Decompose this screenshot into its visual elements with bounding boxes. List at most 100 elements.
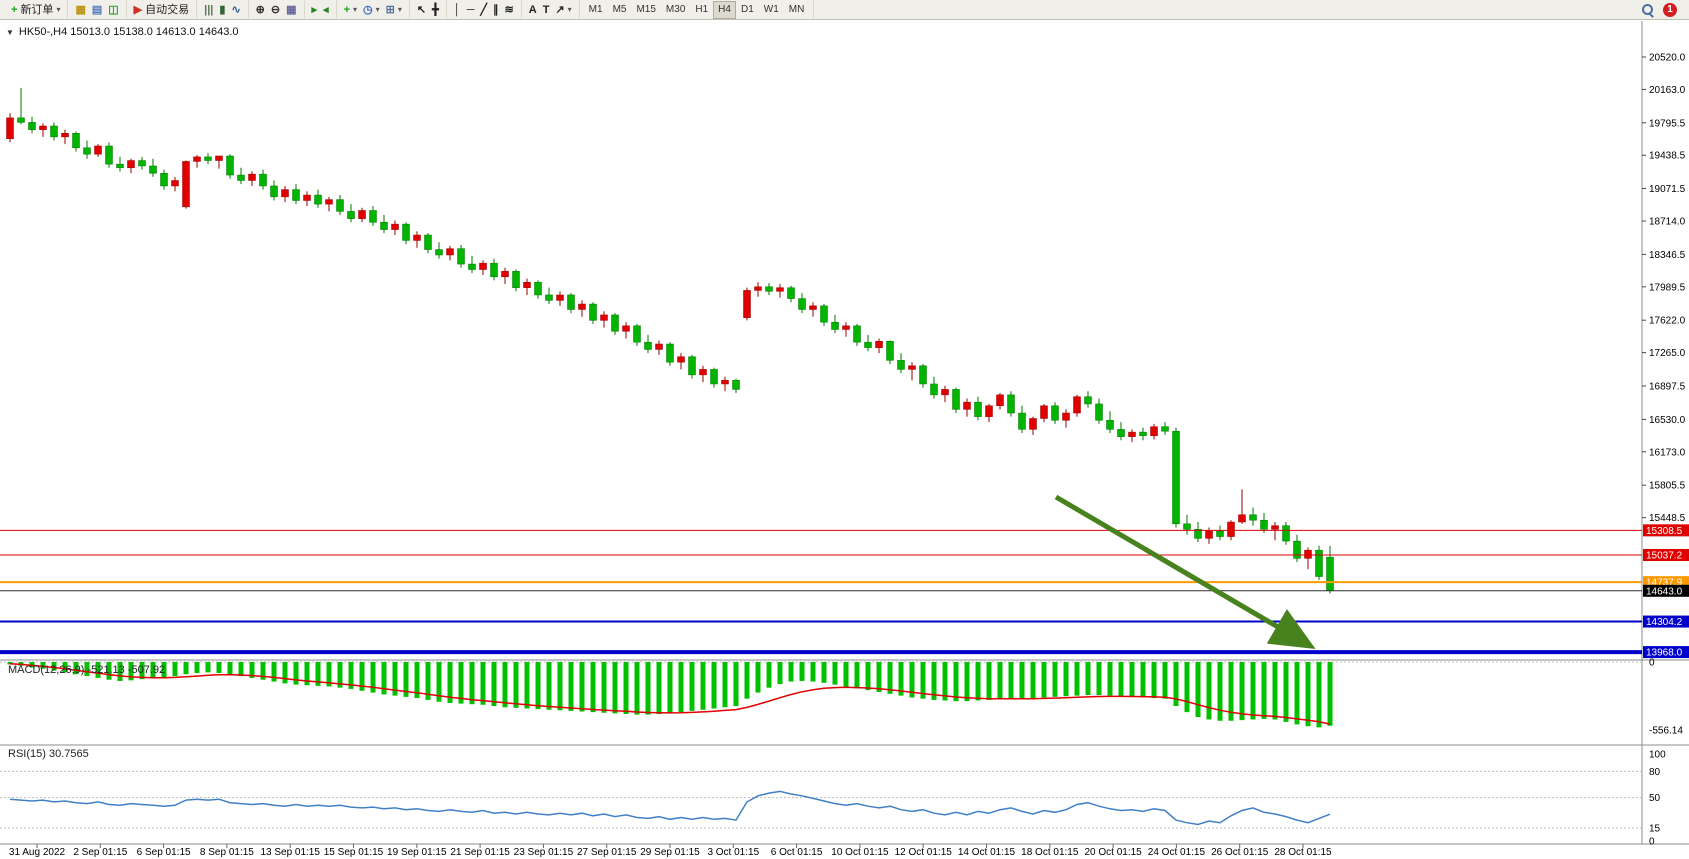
time-label[interactable]: 10 Oct 01:15 xyxy=(831,847,889,858)
vertical-line-icon: │ xyxy=(453,3,461,16)
candle xyxy=(644,341,652,350)
notification-badge[interactable]: 1 xyxy=(1663,2,1677,17)
new-order-button[interactable]: + 新订单 ▾ xyxy=(8,2,63,18)
time-label[interactable]: 27 Sep 01:15 xyxy=(577,847,637,858)
price-line-label: 14304.2 xyxy=(1646,617,1683,628)
vertical-line-button[interactable]: │ xyxy=(451,3,464,17)
crosshair-button[interactable]: ╋ xyxy=(429,3,442,17)
candle xyxy=(50,125,58,138)
zoom-out-button[interactable]: ⊖ xyxy=(268,3,283,17)
timeframe-w1-button[interactable]: W1 xyxy=(763,3,779,15)
chart-shift-button[interactable]: ◂ xyxy=(320,3,332,17)
timeframe-m1-button[interactable]: M1 xyxy=(588,3,603,15)
timeframe-d1-button[interactable]: D1 xyxy=(740,3,754,15)
trend-arrow-annotation[interactable] xyxy=(1054,494,1316,650)
text-button[interactable]: A xyxy=(526,3,540,17)
time-label[interactable]: 18 Oct 01:15 xyxy=(1021,847,1079,858)
zoom-out-icon: ⊖ xyxy=(270,3,281,16)
toolbar-group: ||| ▮ ∿ xyxy=(197,0,249,19)
time-label[interactable]: 31 Aug 2022 xyxy=(9,847,66,858)
time-label[interactable]: 20 Oct 01:15 xyxy=(1084,847,1142,858)
new-chart-button[interactable]: + ▾ xyxy=(341,2,360,18)
autotrading-button[interactable]: ▶ 自动交易 xyxy=(131,2,192,18)
timeframe-group: M1 M5 M15 M30 H1 H4 D1 W1 MN xyxy=(580,0,815,19)
bar-chart-button[interactable]: ||| xyxy=(201,3,216,17)
tile-windows-button[interactable]: ▦ xyxy=(283,3,299,17)
candle xyxy=(490,262,498,278)
auto-scroll-icon: ▸ xyxy=(311,3,318,16)
timeframe-h1-button[interactable]: H1 xyxy=(695,3,709,15)
navigator-button[interactable]: ◫ xyxy=(105,3,121,17)
time-label[interactable]: 2 Sep 01:15 xyxy=(73,847,127,858)
time-label[interactable]: 29 Sep 01:15 xyxy=(640,847,700,858)
candle xyxy=(754,286,762,291)
chart-canvas[interactable]: 20520.0 20163.0 19795.5 19438.5 19071.5 18714… xyxy=(0,21,1689,859)
candle xyxy=(325,199,333,205)
time-label[interactable]: 3 Oct 01:15 xyxy=(707,847,759,858)
timeframe-m5-button[interactable]: M5 xyxy=(612,3,627,15)
rsi-axis-label: 15 xyxy=(1649,823,1661,834)
candle xyxy=(149,165,157,174)
profiles-button[interactable]: ◷ ▾ xyxy=(360,2,383,18)
chart-window[interactable]: 20520.0 20163.0 19795.5 19438.5 19071.5 18714… xyxy=(0,21,1689,859)
timeframe-m15-button[interactable]: M15 xyxy=(636,3,656,15)
chart-menu-icon[interactable]: ▼ xyxy=(6,27,14,37)
candle xyxy=(1106,420,1114,430)
time-label[interactable]: 19 Sep 01:15 xyxy=(387,847,447,858)
time-label[interactable]: 6 Oct 01:15 xyxy=(771,847,823,858)
time-label[interactable]: 14 Oct 01:15 xyxy=(958,847,1016,858)
price-tick-label: 15448.5 xyxy=(1649,513,1686,524)
crosshair-icon: ╋ xyxy=(432,3,439,16)
bar-chart-icon: ||| xyxy=(204,3,214,16)
candle xyxy=(1205,530,1213,539)
timeframe-m30-button[interactable]: M30 xyxy=(665,3,686,15)
timeframe-h4-button[interactable]: H4 xyxy=(713,0,736,19)
data-window-button[interactable]: ▤ xyxy=(89,3,105,17)
candle xyxy=(776,287,784,292)
candle xyxy=(589,303,597,321)
time-label[interactable]: 21 Sep 01:15 xyxy=(450,847,510,858)
candle xyxy=(259,173,267,187)
candle xyxy=(1062,412,1070,421)
market-watch-button[interactable]: ▦ xyxy=(72,3,88,17)
equidistant-channel-button[interactable]: ∥ xyxy=(490,3,502,17)
candle xyxy=(1315,549,1323,577)
trendline-button[interactable]: ╱ xyxy=(477,3,490,17)
line-chart-button[interactable]: ∿ xyxy=(228,3,243,17)
candle xyxy=(622,325,630,332)
time-label[interactable]: 13 Sep 01:15 xyxy=(260,847,320,858)
time-label[interactable]: 15 Sep 01:15 xyxy=(324,847,384,858)
templates-button[interactable]: ⊞ ▾ xyxy=(383,2,405,18)
macd-signal-line xyxy=(9,663,1331,725)
candle xyxy=(1249,514,1257,521)
candle xyxy=(446,248,454,256)
zoom-in-button[interactable]: ⊕ xyxy=(253,3,268,17)
time-label[interactable]: 28 Oct 01:15 xyxy=(1274,847,1332,858)
symbol-ohlc-text: HK50-,H4 15013.0 15138.0 14613.0 14643.0 xyxy=(18,26,239,38)
search-icon[interactable] xyxy=(1641,3,1655,18)
timeframe-mn-button[interactable]: MN xyxy=(788,3,805,15)
time-label[interactable]: 12 Oct 01:15 xyxy=(895,847,953,858)
candle xyxy=(193,156,201,162)
price-tick-label: 20163.0 xyxy=(1649,85,1686,96)
time-label[interactable]: 24 Oct 01:15 xyxy=(1148,847,1206,858)
price-tick-label: 20520.0 xyxy=(1649,52,1686,63)
time-label[interactable]: 23 Sep 01:15 xyxy=(514,847,574,858)
price-tick-label: 16173.0 xyxy=(1649,447,1686,458)
symbol-header: ▼ HK50-,H4 15013.0 15138.0 14613.0 14643… xyxy=(6,26,239,38)
time-label[interactable]: 26 Oct 01:15 xyxy=(1211,847,1269,858)
rsi-label: RSI(15) 30.7565 xyxy=(8,748,89,760)
dropdown-arrow-icon: ▾ xyxy=(375,4,380,14)
price-tick-label: 18346.5 xyxy=(1649,250,1686,261)
arrows-button[interactable]: ↗ ▾ xyxy=(552,2,574,18)
horizontal-line-button[interactable]: ─ xyxy=(464,3,478,17)
time-label[interactable]: 6 Sep 01:15 xyxy=(137,847,191,858)
auto-scroll-button[interactable]: ▸ xyxy=(309,3,321,17)
candle xyxy=(1183,523,1191,530)
time-label[interactable]: 8 Sep 01:15 xyxy=(200,847,254,858)
candlestick-chart-button[interactable]: ▮ xyxy=(216,3,228,17)
fibonacci-button[interactable]: ≋ xyxy=(502,3,517,17)
candle xyxy=(248,173,256,181)
cursor-button[interactable]: ↖ xyxy=(414,3,429,17)
text-label-button[interactable]: T xyxy=(540,3,553,17)
